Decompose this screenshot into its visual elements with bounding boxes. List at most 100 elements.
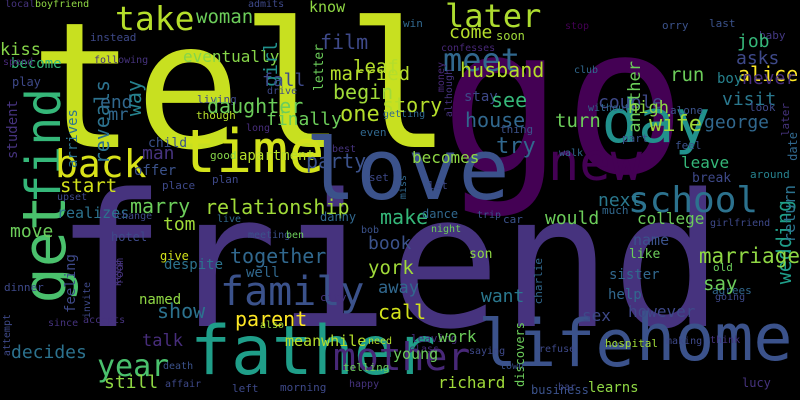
cloud-word: living [197, 93, 237, 106]
cloud-word: later [445, 0, 542, 35]
cloud-word: another [625, 61, 645, 133]
cloud-word: instead [90, 31, 137, 44]
cloud-word: love [305, 121, 510, 220]
cloud-word: club [574, 65, 599, 76]
cloud-word: dance [422, 207, 459, 221]
cloud-word: though [196, 109, 236, 122]
cloud-word: death [163, 361, 194, 372]
cloud-word: leaf [353, 56, 399, 78]
cloud-word: morning [280, 381, 327, 394]
cloud-word: young [393, 345, 439, 363]
cloud-word: telling [343, 361, 390, 374]
cloud-word: sex [582, 306, 611, 325]
cloud-word: keep [111, 260, 124, 287]
cloud-word: town [500, 361, 525, 372]
cloud-word: know [309, 0, 346, 16]
cloud-word: would [545, 208, 600, 229]
cloud-word: charlie [532, 258, 545, 305]
cloud-word: george [704, 112, 770, 133]
cloud-word: change [116, 211, 153, 222]
cloud-word: married [330, 63, 411, 85]
cloud-word: one [340, 102, 380, 127]
cloud-word: kiss [0, 40, 41, 60]
cloud-word: return [780, 185, 799, 243]
cloud-word: baby [759, 29, 786, 42]
cloud-word: try [496, 134, 536, 159]
cloud-word: like [629, 247, 661, 262]
cloud-word: city [320, 291, 347, 304]
cloud-word: set [369, 171, 389, 184]
cloud-word: help [608, 287, 642, 303]
cloud-word: relationship [205, 195, 350, 219]
cloud-word: start [60, 175, 118, 197]
cloud-word: dinner [4, 281, 44, 294]
cloud-word: finally [266, 109, 342, 130]
cloud-word: talk [142, 331, 183, 351]
cloud-word: without [588, 103, 631, 114]
cloud-word: father [190, 312, 436, 391]
cloud-word: way [122, 80, 146, 117]
cloud-word: boy [717, 71, 743, 87]
cloud-word: bob [361, 225, 380, 236]
cloud-word: admits [248, 0, 285, 10]
cloud-word: leave [681, 153, 730, 172]
cloud-word: child [148, 136, 188, 151]
cloud-word: place [162, 179, 196, 192]
cloud-word: think [710, 335, 741, 346]
cloud-word: move [10, 221, 54, 242]
cloud-word: turn [555, 110, 601, 132]
cloud-word: come [449, 22, 493, 43]
cloud-word: leaving [411, 332, 458, 345]
cloud-word: alice [738, 62, 799, 86]
cloud-word: business [531, 383, 589, 397]
cloud-word: however [628, 302, 696, 321]
cloud-word: work [438, 327, 477, 346]
cloud-word: best [332, 144, 357, 155]
cloud-word: together [230, 244, 327, 268]
cloud-word: want [481, 286, 525, 307]
cloud-word: danny [320, 210, 357, 224]
cloud-word: making [666, 336, 703, 347]
cloud-word: college [637, 209, 705, 228]
cloud-word: thing [500, 123, 534, 136]
cloud-word: book [368, 233, 412, 254]
cloud-word: look [749, 101, 776, 114]
cloud-word: couple [598, 92, 664, 113]
cloud-word: feeling [63, 254, 79, 314]
cloud-word: although [444, 69, 455, 118]
cloud-word: richard [438, 373, 506, 392]
cloud-word: upset [57, 192, 88, 203]
cloud-word: high [628, 98, 669, 118]
cloud-word: alone [670, 104, 704, 117]
cloud-word: arrives [65, 109, 81, 169]
cloud-word: drive [267, 86, 298, 97]
cloud-word: win [403, 17, 423, 30]
cloud-word: meeting [248, 230, 291, 241]
cloud-word: break [692, 171, 732, 186]
cloud-word: fall [262, 70, 306, 91]
cloud-word: realizes [57, 204, 130, 222]
cloud-word: much [602, 204, 629, 217]
cloud-word: mr [108, 105, 129, 125]
cloud-word: since [48, 318, 79, 329]
cloud-word: girlfriend [710, 218, 771, 229]
cloud-word: hotel [111, 230, 148, 244]
cloud-word: stay [464, 89, 498, 105]
cloud-word: plan [212, 173, 239, 186]
cloud-word: visit [722, 89, 777, 110]
cloud-word: parent [235, 307, 308, 331]
cloud-word: accepts [83, 315, 126, 326]
cloud-word: offer [134, 163, 177, 179]
cloud-word: due [611, 340, 630, 351]
cloud-word: house [465, 108, 526, 132]
cloud-word: story [382, 93, 443, 117]
cloud-word: walk [559, 148, 584, 159]
cloud-word: see [491, 88, 528, 112]
cloud-word: invite [82, 282, 93, 319]
cloud-word: become [11, 56, 62, 72]
cloud-word: son [469, 247, 493, 262]
cloud-word: asks [736, 48, 780, 69]
cloud-word: home [636, 301, 793, 376]
cloud-word: happy [349, 379, 380, 390]
cloud-word: meanwhile [285, 332, 367, 350]
